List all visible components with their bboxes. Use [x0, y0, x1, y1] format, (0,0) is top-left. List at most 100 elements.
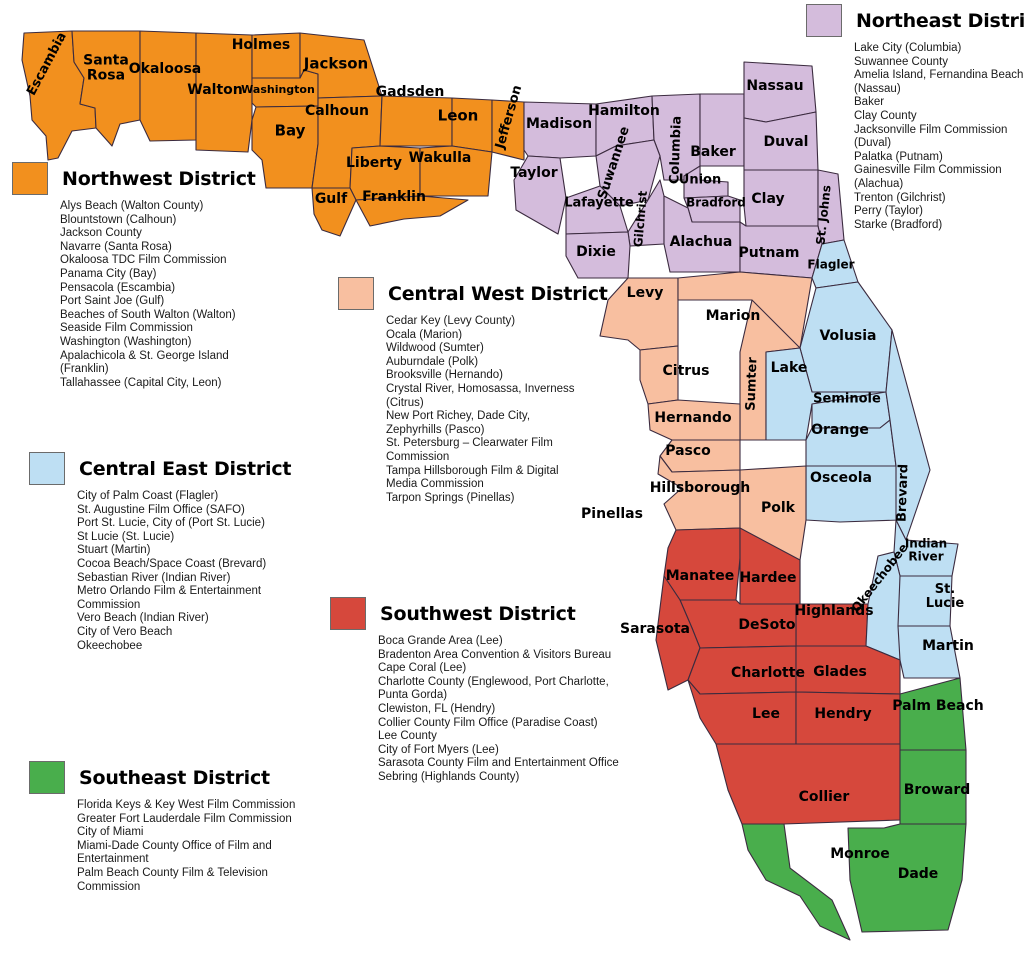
county-label-charlotte: Charlotte: [731, 665, 805, 681]
legend-central-west-district: Central West District Cedar Key (Levy Co…: [338, 277, 608, 505]
county-label-lee: Lee: [752, 706, 780, 722]
county-label-calhoun: Calhoun: [305, 103, 369, 119]
legend-title: Southwest District: [380, 602, 576, 625]
county-label-martin: Martin: [922, 638, 974, 654]
county-shape-jefferson[interactable]: [491, 99, 525, 161]
legend-item: Palatka (Putnam): [854, 150, 943, 163]
legend-header: Central East District: [29, 452, 291, 485]
county-label-washington: Washington: [241, 83, 315, 96]
legend-item: Amelia Island, Fernandina Beach (Nassau): [854, 69, 1024, 95]
legend-item: Brooksville (Hernando): [386, 369, 503, 382]
legend-item: City of Fort Myers (Lee): [378, 743, 499, 756]
legend-item: Vero Beach (Indian River): [77, 612, 209, 625]
county-label-putnam: Putnam: [739, 245, 800, 261]
legend-item: Panama City (Bay): [60, 267, 157, 280]
color-swatch-central-west: [338, 277, 374, 310]
legend-northeast-district: Northeast District Lake City (Columbia)S…: [806, 4, 1024, 232]
county-label-okaloosa: Okaloosa: [129, 61, 201, 77]
legend-item-list: Florida Keys & Key West Film Commission G…: [77, 799, 295, 894]
legend-item: St. Augustine Film Office (SAFO): [77, 503, 245, 516]
legend-item: New Port Richey, Dade City, Zephyrhills …: [386, 410, 531, 436]
county-shape-palm-beach[interactable]: [899, 677, 967, 751]
county-shape-gulf[interactable]: [311, 187, 357, 237]
county-label-st-lucie: St. Lucie: [926, 582, 965, 611]
county-label-collier: Collier: [799, 789, 850, 805]
county-shape-taylor[interactable]: [513, 155, 567, 235]
county-shape-monroe[interactable]: [741, 823, 851, 941]
county-label-bay: Bay: [275, 122, 306, 140]
legend-item: Ocala (Marion): [386, 328, 463, 341]
color-swatch-southwest: [330, 597, 366, 630]
county-label-hamilton: Hamilton: [588, 103, 660, 119]
county-shape-manatee[interactable]: [663, 527, 741, 601]
legend-item: Perry (Taylor): [854, 205, 924, 218]
county-label-st-johns: St. Johns: [813, 184, 833, 245]
legend-item: Clewiston, FL (Hendry): [378, 702, 496, 715]
legend-item: Sebring (Highlands County): [378, 770, 520, 783]
county-label-dade: Dade: [898, 866, 939, 882]
legend-item-list: Alys Beach (Walton County) Blountstown (C…: [60, 200, 256, 390]
county-label-seminole: Seminole: [813, 392, 881, 407]
county-label-levy: Levy: [627, 285, 664, 301]
legend-item: Lee County: [378, 730, 437, 743]
county-shape-duval[interactable]: [743, 111, 819, 171]
legend-northwest-district: Northwest District Alys Beach (Walton Co…: [12, 162, 256, 390]
county-shape-dade[interactable]: [847, 823, 967, 933]
legend-item-list: Boca Grande Area (Lee) Bradenton Area Con…: [378, 635, 619, 785]
county-label-sarasota: Sarasota: [620, 621, 690, 637]
legend-item: Miami-Dade County Office of Film and Ent…: [77, 839, 272, 866]
legend-item: Alys Beach (Walton County): [60, 200, 204, 212]
legend-header: Northeast District: [806, 4, 1024, 37]
legend-item: Tarpon Springs (Pinellas): [386, 491, 515, 504]
legend-item: Baker: [854, 96, 885, 109]
legend-title: Northwest District: [62, 167, 256, 190]
county-label-orange: Orange: [811, 422, 869, 438]
county-label-gadsden: Gadsden: [376, 84, 445, 100]
legend-header: Central West District: [338, 277, 608, 310]
county-label-baker: Baker: [690, 144, 736, 160]
county-shape-okaloosa[interactable]: [139, 30, 197, 142]
county-label-pasco: Pasco: [665, 443, 711, 459]
county-shape-glades[interactable]: [795, 645, 901, 695]
legend-title: Southeast District: [79, 766, 270, 789]
legend-item: Jackson County: [60, 227, 142, 240]
legend-item: Clay County: [854, 109, 917, 122]
county-label-wakulla: Wakulla: [409, 150, 472, 166]
legend-item: Sebastian River (Indian River): [77, 571, 231, 584]
county-label-flagler: Flagler: [807, 258, 854, 272]
county-label-sumter: Sumter: [744, 356, 761, 411]
legend-item: Navarre (Santa Rosa): [60, 240, 172, 253]
color-swatch-northwest: [12, 162, 48, 195]
county-shape-alachua[interactable]: [663, 195, 741, 273]
legend-item: Lake City (Columbia): [854, 42, 962, 54]
county-shape-martin[interactable]: [897, 625, 961, 679]
legend-item: Blountstown (Calhoun): [60, 213, 177, 226]
legend-item: City of Vero Beach: [77, 625, 173, 638]
county-shape-jackson[interactable]: [299, 32, 383, 99]
county-shape-franklin[interactable]: [355, 195, 469, 227]
legend-item: Port St. Lucie, City of (Port St. Lucie): [77, 517, 265, 530]
legend-item-list: Cedar Key (Levy County) Ocala (Marion) Wil…: [386, 315, 608, 505]
county-label-columbia: Columbia: [667, 116, 684, 185]
legend-item: Cedar Key (Levy County): [386, 315, 516, 327]
county-shape-wakulla[interactable]: [419, 145, 493, 197]
county-label-gilchrist: Gilchrist: [631, 190, 650, 248]
county-label-glades: Glades: [813, 664, 867, 680]
legend-item: Greater Fort Lauderdale Film Commission: [77, 812, 292, 825]
legend-item: Crystal River, Homosassa, Inverness (Cit…: [386, 382, 575, 409]
legend-item-list: Lake City (Columbia) Suwannee County Ameli…: [854, 42, 1024, 232]
legend-header: Northwest District: [12, 162, 256, 195]
county-shape-collier[interactable]: [715, 743, 901, 825]
color-swatch-northeast: [806, 4, 842, 37]
color-swatch-central-east: [29, 452, 65, 485]
county-label-hendry: Hendry: [814, 706, 871, 722]
county-shape-lafayette[interactable]: [565, 185, 629, 235]
legend-item: Tallahassee (Capital City, Leon): [60, 376, 222, 389]
legend-title: Northeast District: [856, 9, 1024, 32]
county-label-volusia: Volusia: [819, 328, 876, 344]
legend-item: Florida Keys & Key West Film Commission: [77, 799, 296, 811]
county-label-indian-river: Indian River: [905, 536, 947, 563]
color-swatch-southeast: [29, 761, 65, 794]
legend-item: Apalachicola & St. George Island (Frankl…: [60, 349, 229, 376]
